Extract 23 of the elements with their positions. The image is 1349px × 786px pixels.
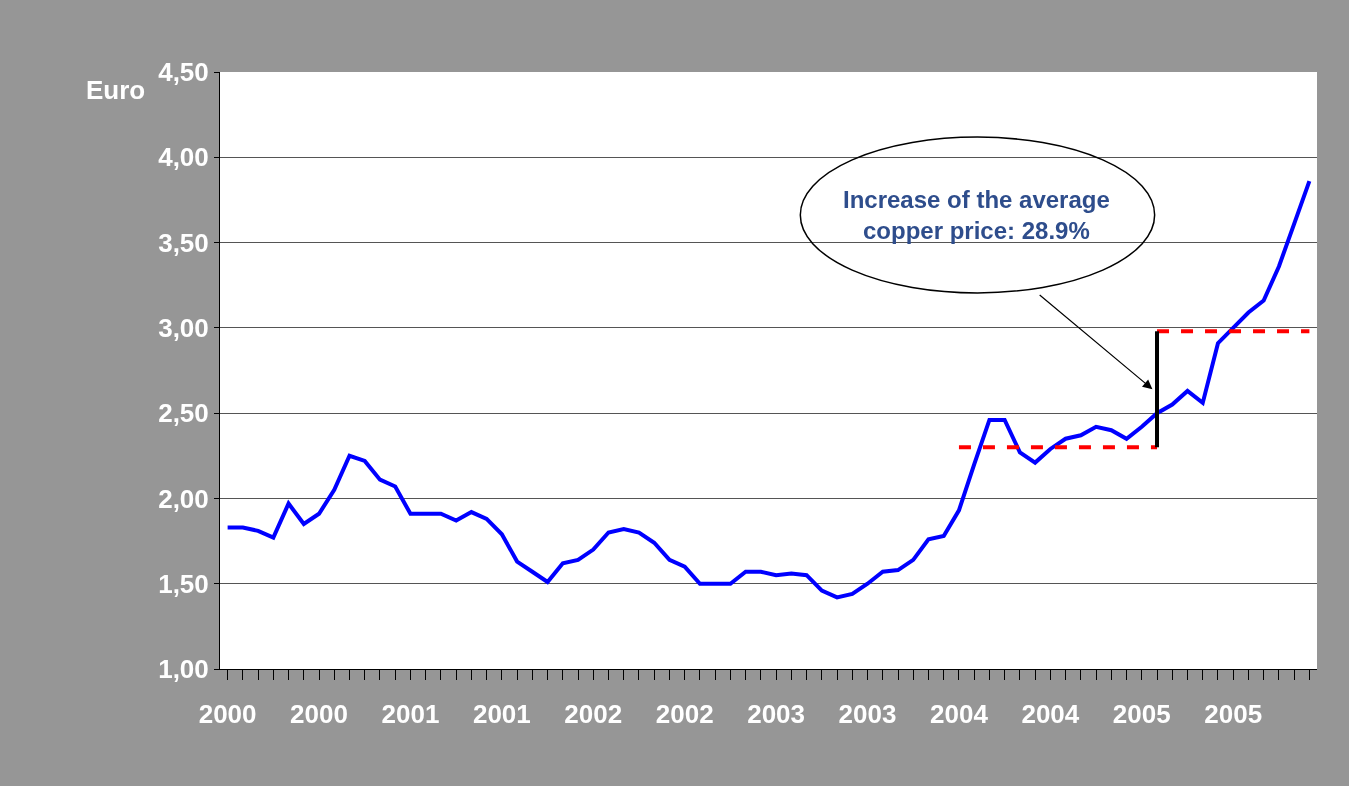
x-tick-label: 2002 xyxy=(564,699,623,730)
x-tick-label: 2003 xyxy=(838,699,897,730)
y-tick-label: 4,50 xyxy=(158,57,209,88)
line-series xyxy=(225,179,1312,600)
y-tick-label: 2,50 xyxy=(158,398,209,429)
x-tick-label: 2005 xyxy=(1112,699,1171,730)
y-tick-label: 3,00 xyxy=(158,312,209,343)
x-tick-label: 2004 xyxy=(930,699,989,730)
x-tick-label: 2002 xyxy=(655,699,714,730)
y-tick-label: 1,50 xyxy=(158,568,209,599)
y-axis-title: Euro xyxy=(86,75,146,105)
x-tick-label: 2003 xyxy=(747,699,806,730)
y-tick-label: 2,00 xyxy=(158,483,209,514)
x-tick-label: 2001 xyxy=(381,699,440,730)
x-tick-label: 2000 xyxy=(198,699,257,730)
y-tick-label: 3,50 xyxy=(158,227,209,258)
x-tick-label: 2000 xyxy=(290,699,348,730)
y-tick-label: 4,00 xyxy=(158,142,209,173)
annotation: Increase of the average copper price: 28.9% xyxy=(843,186,1110,245)
x-tick-label: 2004 xyxy=(1021,699,1080,730)
x-tick-label: 2005 xyxy=(1204,699,1263,730)
y-tick-label: 1,00 xyxy=(158,654,209,685)
x-tick-label: 2001 xyxy=(472,699,531,730)
